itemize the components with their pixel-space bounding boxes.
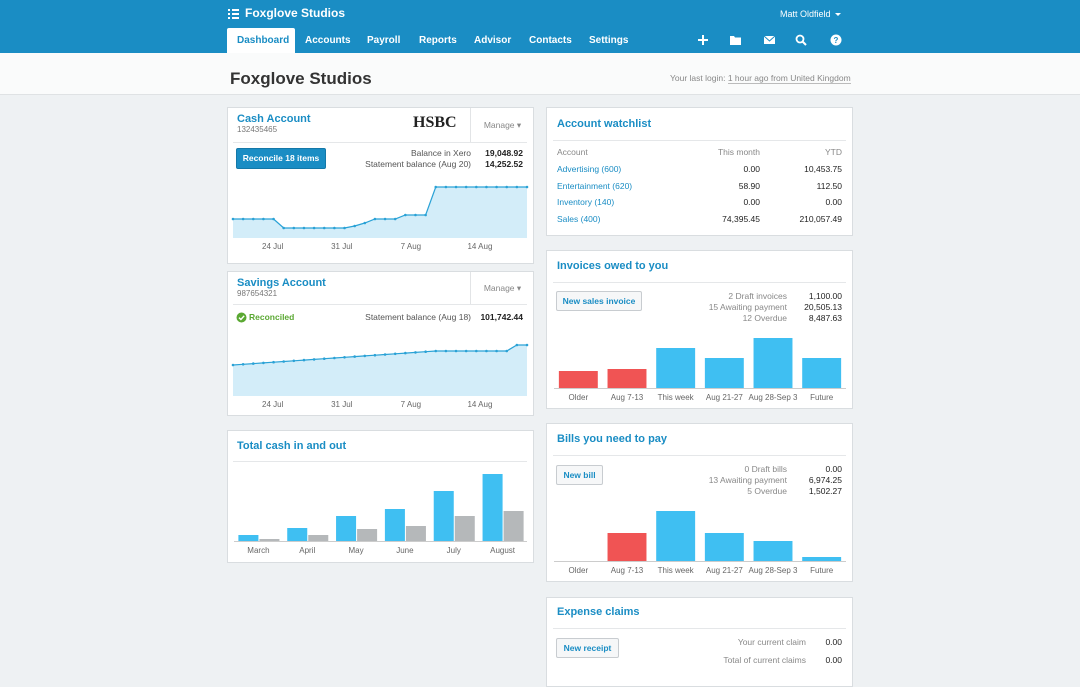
card-title[interactable]: Total cash in and out xyxy=(237,440,347,452)
summary-value: 20,505.13 xyxy=(804,302,842,312)
new-invoice-button[interactable]: New sales invoice xyxy=(556,291,642,311)
summary-label: 2 Draft invoices xyxy=(728,291,787,301)
ytd: 210,057.49 xyxy=(799,214,842,225)
bank-logo: HSBC xyxy=(413,114,457,131)
account-link[interactable]: Inventory (140) xyxy=(557,197,615,208)
account-link[interactable]: Advertising (600) xyxy=(557,164,622,174)
nav-item[interactable]: Accounts xyxy=(305,35,351,46)
login-link[interactable]: 1 hour ago from United Kingdom xyxy=(727,73,851,84)
summary-label: 15 Awaiting payment xyxy=(708,302,787,312)
divider xyxy=(233,142,527,143)
summary-value: 0.00 xyxy=(825,464,842,474)
card-title[interactable]: Invoices owed to you xyxy=(557,260,669,272)
nav-item[interactable]: Contacts xyxy=(529,35,572,46)
manage-menu[interactable]: Manage ▾ xyxy=(470,272,534,304)
balance-value: 101,742.44 xyxy=(480,312,523,322)
this-month: 0.00 xyxy=(743,164,760,174)
org-name[interactable]: Foxglove Studios xyxy=(245,6,346,20)
bills-card xyxy=(546,423,853,582)
reconcile-button[interactable]: Reconcile 18 items xyxy=(236,148,326,169)
account-number: 987654321 xyxy=(237,289,278,298)
last-login: Your last login: 1 hour ago from United … xyxy=(670,73,851,84)
divider xyxy=(553,455,846,456)
summary-value: 0.00 xyxy=(825,637,842,647)
balance-label: Balance in Xero xyxy=(410,148,471,158)
card-title[interactable]: Bills you need to pay xyxy=(557,433,668,445)
divider xyxy=(553,140,846,141)
divider xyxy=(553,628,846,629)
page-title: Foxglove Studios xyxy=(230,69,372,88)
login-label: Your last login: xyxy=(670,73,726,83)
manage-label[interactable]: Manage xyxy=(483,120,515,130)
divider xyxy=(553,282,846,283)
manage-label[interactable]: Manage xyxy=(483,283,515,293)
svg-text:?: ? xyxy=(834,36,839,45)
nav-item[interactable]: Payroll xyxy=(367,35,401,46)
summary-value: 8,487.63 xyxy=(808,313,842,323)
invoices-card xyxy=(546,250,853,409)
user-caret[interactable] xyxy=(835,12,841,17)
top-bar xyxy=(0,0,1080,53)
column-header: Account xyxy=(557,147,588,157)
active-tab[interactable] xyxy=(227,28,295,53)
summary-label: Total of current claims xyxy=(723,655,806,665)
user-name[interactable]: Matt Oldfield xyxy=(780,9,831,19)
this-month: 74,395.45 xyxy=(722,214,760,225)
divider xyxy=(233,304,527,305)
summary-value: 1,100.00 xyxy=(808,291,842,301)
ytd: 10,453.75 xyxy=(804,164,842,174)
this-month: 58.90 xyxy=(738,180,760,191)
account-link[interactable]: Entertainment (620) xyxy=(557,180,633,191)
reconciled-status: Reconciled xyxy=(249,312,295,322)
nav-item[interactable]: Dashboard xyxy=(237,35,290,46)
subheader xyxy=(0,53,1080,95)
summary-value: 1,502.27 xyxy=(808,486,842,496)
summary-value: 0.00 xyxy=(825,655,842,665)
nav-item[interactable]: Advisor xyxy=(474,35,512,46)
balance-label: Statement balance (Aug 20) xyxy=(365,159,471,169)
this-month: 0.00 xyxy=(743,197,760,208)
watchlist-card xyxy=(546,107,853,236)
card-title[interactable]: Cash Account xyxy=(237,113,311,125)
summary-label: 0 Draft bills xyxy=(744,464,787,474)
divider xyxy=(233,461,527,462)
summary-label: Your current claim xyxy=(737,637,806,647)
menu-icon[interactable] xyxy=(228,8,240,20)
column-header: This month xyxy=(717,147,760,157)
manage-menu[interactable]: Manage ▾ xyxy=(470,108,534,142)
summary-label: 13 Awaiting payment xyxy=(708,475,787,485)
balance-value: 19,048.92 xyxy=(485,148,523,158)
reconciled-icon xyxy=(236,312,247,323)
summary-label: 12 Overdue xyxy=(742,313,787,323)
nav-item[interactable]: Settings xyxy=(589,35,629,46)
ytd: 0.00 xyxy=(825,197,842,208)
nav-item[interactable]: Reports xyxy=(419,35,457,46)
account-link[interactable]: Sales (400) xyxy=(557,214,601,225)
summary-value: 6,974.25 xyxy=(808,475,842,485)
balance-value: 14,252.52 xyxy=(485,159,523,169)
toolbar-icons[interactable]: ? xyxy=(690,32,850,48)
card-title[interactable]: Account watchlist xyxy=(557,118,652,130)
balance-label: Statement balance (Aug 18) xyxy=(365,312,471,322)
new-bill-button[interactable]: New bill xyxy=(556,465,603,485)
card-title[interactable]: Expense claims xyxy=(557,606,640,618)
summary-label: 5 Overdue xyxy=(747,486,787,496)
card-title[interactable]: Savings Account xyxy=(237,277,326,289)
new-receipt-button[interactable]: New receipt xyxy=(556,638,619,658)
column-header: YTD xyxy=(825,147,842,157)
ytd: 112.50 xyxy=(816,180,842,191)
account-number: 132435465 xyxy=(237,125,278,134)
